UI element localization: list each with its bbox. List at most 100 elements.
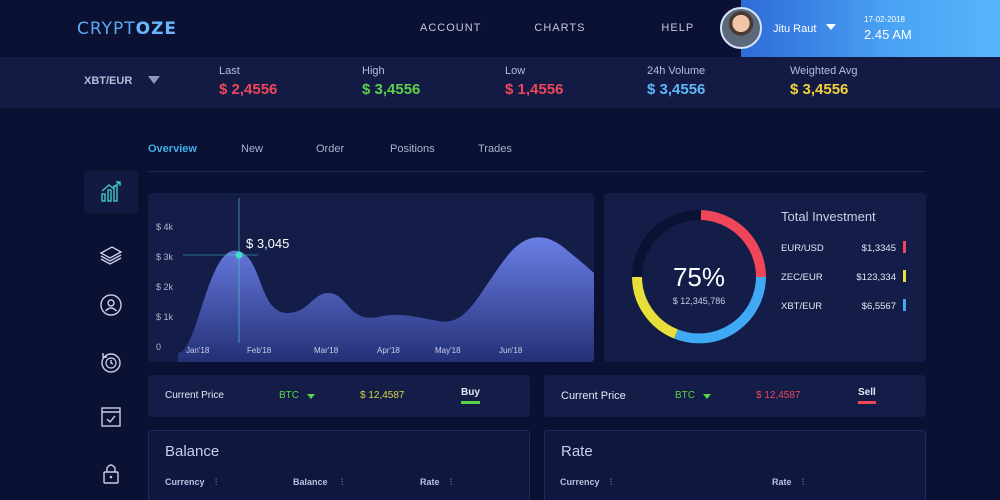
total-investment-card: 75% $ 12,345,786 Total Investment EUR/US… [604, 193, 926, 362]
column-header-currency[interactable]: Currency [560, 477, 600, 487]
tab-bar: Overview New Order Positions Trades [148, 143, 926, 172]
area-chart[interactable]: $ 4k $ 3k $ 2k $ 1k 0 $ 3,045 Jan'18 Feb… [148, 193, 594, 362]
column-header-currency[interactable]: Currency [165, 477, 205, 487]
tab-trades[interactable]: Trades [478, 143, 512, 155]
user-name[interactable]: Jitu Raut [773, 23, 817, 35]
ticker-value: $ 3,4556 [362, 81, 421, 98]
coin-dropdown-icon[interactable] [703, 394, 711, 399]
column-header-rate[interactable]: Rate [420, 477, 440, 487]
coin-select[interactable]: BTC [279, 390, 299, 401]
logo-text-left: CRYPT [77, 19, 136, 39]
column-header-balance[interactable]: Balance [293, 477, 328, 487]
logo[interactable]: CRYPTOZE [77, 19, 177, 39]
legend-swatch-red [903, 241, 906, 253]
sidebar-history-icon[interactable] [84, 341, 138, 383]
ticker-last: Last $ 2,4556 [219, 65, 277, 98]
sidebar-lock-icon[interactable] [84, 452, 138, 494]
ticker-high: High $ 3,4556 [362, 65, 420, 98]
investment-percent: 75% [673, 262, 725, 292]
sort-icon[interactable]: ⫶ [610, 477, 613, 487]
current-price-label: Current Price [165, 390, 224, 401]
nav-charts[interactable]: CHARTS [534, 22, 586, 34]
ticker-label: High [362, 65, 385, 77]
investment-pair: ZEC/EUR [781, 272, 823, 283]
ticker-bar: XBT/EUR Last $ 2,4556 High $ 3,4556 Low … [0, 57, 1000, 108]
investment-donut[interactable]: 75% $ 12,345,786 Total Investment EUR/US… [604, 193, 926, 362]
sidebar-calendar-icon[interactable] [84, 396, 138, 438]
investment-pair: EUR/USD [781, 243, 824, 254]
investment-value: $6,5567 [862, 301, 896, 312]
nav-account[interactable]: ACCOUNT [420, 22, 482, 34]
current-time: 2.45 AM [864, 27, 912, 42]
user-sync-icon [100, 294, 122, 316]
cash-stack-icon [99, 246, 123, 265]
ticker-label: Weighted Avg [790, 65, 858, 77]
chart-tooltip-value: $ 3,045 [246, 236, 289, 251]
coin-select[interactable]: BTC [675, 390, 695, 401]
sidebar-money-icon[interactable] [84, 232, 138, 274]
rate-card: Rate Currency ⫶ Rate ⫶ [544, 430, 926, 500]
ticker-value: $ 3,4556 [790, 81, 849, 98]
donut-segment-xbteur [674, 276, 766, 344]
investment-pair: XBT/EUR [781, 301, 822, 312]
balance-title: Balance [165, 443, 220, 460]
tab-new[interactable]: New [241, 143, 264, 155]
buy-price-card: Current Price BTC $ 12,4587 Buy [148, 375, 530, 417]
ticker-value: $ 1,4556 [505, 81, 564, 98]
y-tick-label: 0 [156, 342, 161, 352]
sort-icon[interactable]: ⫶ [215, 477, 218, 487]
pair-dropdown-icon[interactable] [148, 76, 160, 84]
donut-segment-eurusd [700, 210, 766, 278]
ticker-label: 24h Volume [647, 65, 706, 77]
top-nav: ACCOUNT CHARTS HELP [420, 22, 747, 34]
tab-overview[interactable]: Overview [148, 143, 197, 155]
chart-area-series [178, 237, 594, 362]
ticker-label: Low [505, 65, 526, 77]
legend-swatch-yellow [903, 270, 906, 282]
sidebar-account-icon[interactable] [84, 284, 138, 326]
current-date: 17-02-2018 [864, 15, 905, 24]
tab-positions[interactable]: Positions [390, 143, 435, 155]
x-tick-label: Jan'18 [186, 346, 210, 355]
sell-button[interactable]: Sell [858, 387, 876, 404]
ticker-value: $ 3,4556 [647, 81, 706, 98]
rate-title: Rate [561, 443, 593, 460]
coin-dropdown-icon[interactable] [307, 394, 315, 399]
calendar-check-icon [101, 407, 121, 427]
legend-swatch-blue [903, 299, 906, 311]
balance-card: Balance Currency ⫶ Balance ⫶ Rate ⫶ [148, 430, 530, 500]
x-tick-label: Jun'18 [499, 346, 523, 355]
avatar[interactable] [720, 7, 762, 49]
user-menu-caret-icon[interactable] [826, 24, 836, 30]
y-tick-label: $ 4k [156, 222, 174, 232]
pair-selector[interactable]: XBT/EUR [84, 75, 133, 87]
user-panel [741, 0, 1000, 57]
y-tick-label: $ 1k [156, 312, 174, 322]
donut-segment-zeceur [632, 276, 679, 339]
investment-value: $1,3345 [862, 243, 896, 254]
ticker-low: Low $ 1,4556 [505, 65, 563, 98]
ticker-weighted-avg: Weighted Avg $ 3,4556 [790, 65, 857, 98]
buy-button[interactable]: Buy [461, 387, 480, 404]
sort-icon[interactable]: ⫶ [802, 477, 805, 487]
bar-chart-icon [101, 181, 121, 202]
tab-order[interactable]: Order [316, 143, 345, 155]
column-header-rate[interactable]: Rate [772, 477, 792, 487]
current-price-label: Current Price [561, 390, 626, 402]
sidebar-chart-icon[interactable] [84, 171, 138, 213]
logo-text-right: OZE [135, 19, 178, 39]
investment-value: $123,334 [856, 272, 896, 283]
nav-help[interactable]: HELP [661, 22, 695, 34]
investment-amount: $ 12,345,786 [673, 296, 726, 306]
clock-history-icon [101, 353, 121, 373]
price-chart-card: $ 4k $ 3k $ 2k $ 1k 0 $ 3,045 Jan'18 Feb… [148, 193, 594, 362]
ticker-volume: 24h Volume $ 3,4556 [647, 65, 705, 98]
sort-icon[interactable]: ⫶ [450, 477, 453, 487]
x-tick-label: Apr'18 [377, 346, 400, 355]
sort-icon[interactable]: ⫶ [341, 477, 344, 487]
x-tick-label: Feb'18 [247, 346, 272, 355]
y-tick-label: $ 2k [156, 282, 174, 292]
chart-highlight-point[interactable] [235, 251, 243, 259]
y-tick-label: $ 3k [156, 252, 174, 262]
ticker-label: Last [219, 65, 240, 77]
